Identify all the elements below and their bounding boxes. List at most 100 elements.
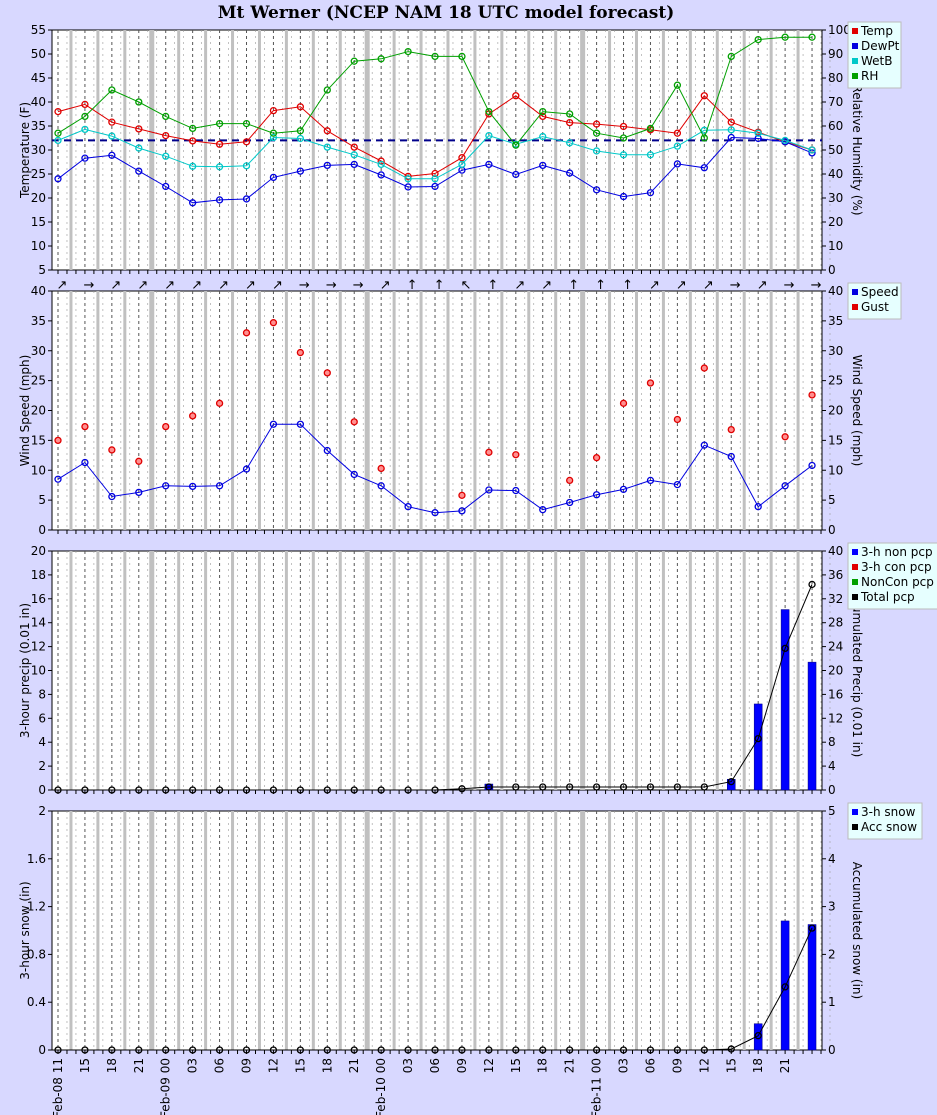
time-band <box>661 291 665 530</box>
speed-point <box>673 480 682 489</box>
gust-point <box>700 364 708 372</box>
time-band <box>742 551 746 790</box>
y-tick-label: 16 <box>31 592 46 606</box>
time-band <box>338 811 342 1050</box>
gust-point <box>269 319 278 327</box>
speed-point <box>215 482 224 490</box>
y-tick-label: 0.8 <box>27 947 46 961</box>
y2-tick-label: 10 <box>828 239 843 253</box>
gust-point <box>781 433 789 441</box>
acc-snow-point <box>539 1046 547 1054</box>
gust-point <box>485 448 493 456</box>
gust-point <box>242 329 251 337</box>
total-precip-point <box>646 783 655 791</box>
time-band <box>500 30 504 270</box>
rh-point <box>135 98 143 106</box>
time-band <box>311 811 315 1050</box>
wetb-point <box>54 136 62 145</box>
time-band <box>284 30 288 270</box>
y-tick-label: 0.4 <box>27 995 46 1009</box>
x-tick-label: 15 <box>293 1058 307 1073</box>
y-axis-label: Temperature (F) <box>18 102 32 199</box>
y2-axis-label: Accumulated Precip (0.01 in) <box>850 584 864 758</box>
wind-direction-arrow: ↗ <box>757 278 768 293</box>
wind-direction-arrow: ↑ <box>487 278 498 293</box>
speed-point <box>350 470 358 479</box>
temp-point <box>108 118 116 126</box>
time-band <box>284 551 288 790</box>
time-band <box>473 811 477 1050</box>
acc-snow-point <box>727 1045 735 1053</box>
dewpt-point <box>646 189 655 197</box>
y-tick-label: 15 <box>31 215 46 229</box>
time-band <box>96 291 100 530</box>
wind-direction-arrow: ↗ <box>272 278 283 293</box>
x-tick-label: 03 <box>186 1058 200 1073</box>
time-band <box>419 291 423 530</box>
time-band <box>688 30 692 270</box>
acc-snow-point <box>135 1046 143 1054</box>
speed-point <box>54 475 62 483</box>
time-band <box>69 291 73 530</box>
dewpt-point <box>404 183 412 191</box>
time-band <box>338 291 342 530</box>
acc-snow-point <box>377 1046 385 1054</box>
time-band <box>473 291 477 530</box>
wetb-point <box>754 129 762 137</box>
wetb-point <box>619 151 628 159</box>
acc-snow-point <box>323 1046 331 1054</box>
time-band <box>580 30 586 270</box>
dewpt-point <box>700 164 708 172</box>
time-band <box>688 291 692 530</box>
total-precip-point <box>592 783 601 791</box>
y-axis-label: 3-hour precip (0.01 in) <box>18 603 32 738</box>
wind-direction-arrow: ↗ <box>110 278 121 293</box>
total-precip-point <box>108 786 116 794</box>
rh-point <box>431 52 439 61</box>
time-band <box>204 291 208 530</box>
y-tick-label: 20 <box>31 404 46 418</box>
total-precip-point <box>781 644 789 653</box>
y2-tick-label: 0 <box>828 263 836 277</box>
y2-tick-label: 25 <box>828 374 843 388</box>
temp-point <box>81 100 89 109</box>
y2-tick-label: 15 <box>828 433 843 447</box>
speed-point <box>404 503 412 511</box>
rh-point <box>727 52 735 61</box>
wetb-point <box>566 139 574 147</box>
y2-tick-label: 24 <box>828 640 843 654</box>
x-tick-label: 12 <box>697 1058 711 1073</box>
x-tick-label: 12 <box>266 1058 280 1073</box>
speed-point <box>646 476 655 485</box>
rh-point <box>619 134 628 142</box>
time-band <box>177 551 181 790</box>
x-tick-label: 21 <box>778 1058 792 1073</box>
total-precip-point <box>566 783 574 791</box>
time-band <box>580 291 586 530</box>
time-band <box>96 30 100 270</box>
y-tick-label: 40 <box>31 284 46 298</box>
speed-point <box>458 507 466 515</box>
y2-tick-label: 20 <box>828 215 843 229</box>
time-band <box>742 811 746 1050</box>
x-tick-label: Feb-11 00 <box>590 1058 604 1115</box>
legend-swatch <box>852 28 858 34</box>
wetb-point <box>781 136 789 145</box>
dewpt-point <box>431 182 439 191</box>
total-precip-point <box>512 783 520 791</box>
time-band <box>580 551 586 790</box>
temp-point <box>458 154 466 162</box>
rh-point <box>754 35 762 44</box>
y-tick-label: 0 <box>38 1043 46 1057</box>
dewpt-point <box>215 196 224 204</box>
speed-line <box>57 423 813 514</box>
rh-line <box>57 36 812 147</box>
gust-point <box>215 399 224 407</box>
total-precip-point <box>808 580 816 589</box>
dewpt-line <box>57 136 813 204</box>
time-band <box>796 811 800 1050</box>
legend-label: DewPt <box>861 39 900 53</box>
x-tick-label: 15 <box>78 1058 92 1073</box>
time-band <box>688 551 692 790</box>
wetb-point <box>404 175 412 183</box>
